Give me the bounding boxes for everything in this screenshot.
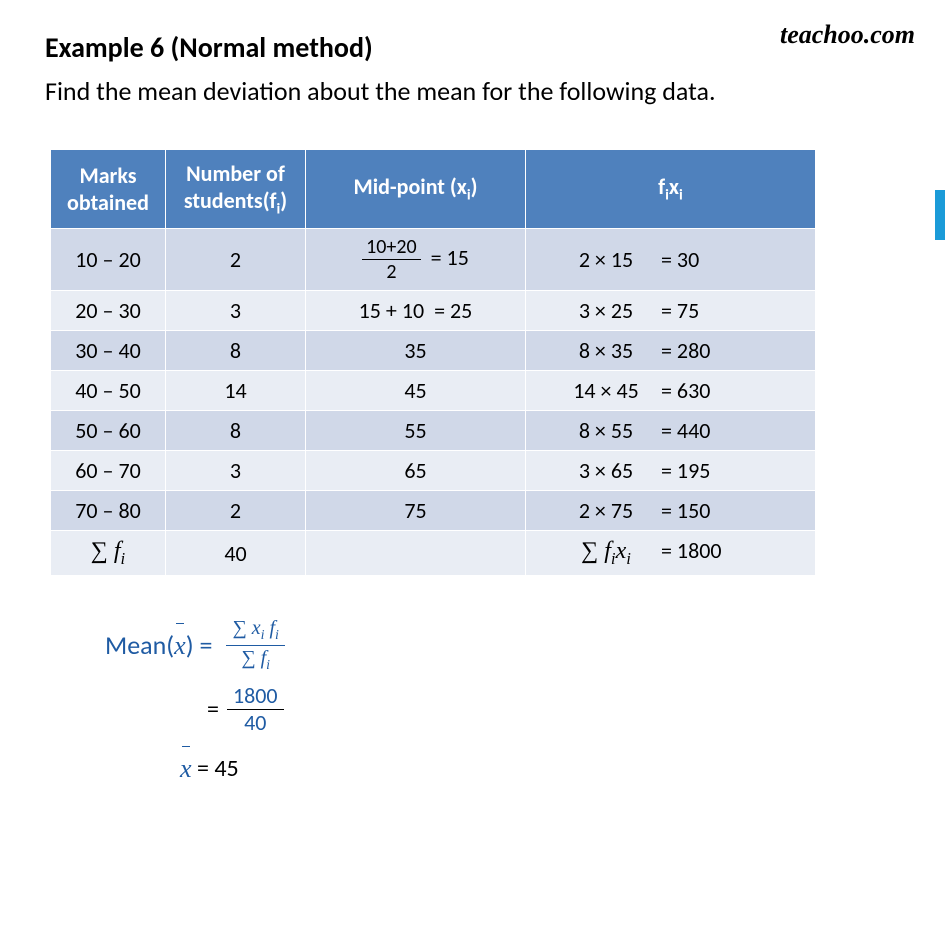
page-content: Example 6 (Normal method) Find the mean … bbox=[0, 0, 945, 794]
table-row: 70 – 80 2 75 2 × 75= 150 bbox=[51, 491, 816, 531]
cell-freq: 8 bbox=[166, 411, 306, 451]
cell-marks: 60 – 70 bbox=[51, 451, 166, 491]
mean-formula-line: Mean(x) = ∑ xi fi ∑ fi bbox=[105, 616, 905, 675]
cell-mid: 15 + 10 = 25 bbox=[306, 291, 526, 331]
mean-substitution-line: = 1800 40 bbox=[207, 683, 905, 737]
cell-mid: 65 bbox=[306, 451, 526, 491]
cell-marks: 30 – 40 bbox=[51, 331, 166, 371]
sub-numerator: 1800 bbox=[227, 683, 284, 710]
cell-mid: 75 bbox=[306, 491, 526, 531]
cell-sum-f-label: ∑ fi bbox=[51, 531, 166, 576]
cell-mid: 45 bbox=[306, 371, 526, 411]
cell-marks: 50 – 60 bbox=[51, 411, 166, 451]
cell-marks: 20 – 30 bbox=[51, 291, 166, 331]
brand-logo: teachoo.com bbox=[780, 20, 915, 50]
cell-marks: 40 – 50 bbox=[51, 371, 166, 411]
cell-sum-fx: ∑ fixi= 1800 bbox=[526, 531, 816, 576]
table-row: 20 – 30 3 15 + 10 = 25 3 × 25= 75 bbox=[51, 291, 816, 331]
question-text: Find the mean deviation about the mean f… bbox=[45, 75, 905, 109]
table-row: 40 – 50 14 45 14 × 45= 630 bbox=[51, 371, 816, 411]
data-table: Marksobtained Number ofstudents(fi) Mid-… bbox=[50, 149, 816, 576]
cell-freq: 8 bbox=[166, 331, 306, 371]
sub-denominator: 40 bbox=[238, 710, 272, 736]
cell-fx: 2 × 15= 30 bbox=[526, 229, 816, 291]
cell-blank bbox=[306, 531, 526, 576]
cell-fx: 3 × 25= 75 bbox=[526, 291, 816, 331]
col-header-marks: Marksobtained bbox=[51, 149, 166, 228]
cell-mid: 55 bbox=[306, 411, 526, 451]
col-header-frequency: Number ofstudents(fi) bbox=[166, 149, 306, 228]
cell-sum-f: 40 bbox=[166, 531, 306, 576]
table-row: 60 – 70 3 65 3 × 65= 195 bbox=[51, 451, 816, 491]
table-totals-row: ∑ fi 40 ∑ fixi= 1800 bbox=[51, 531, 816, 576]
cell-freq: 3 bbox=[166, 291, 306, 331]
table-row: 10 – 20 2 10+202 = 15 2 × 15= 30 bbox=[51, 229, 816, 291]
cell-marks: 10 – 20 bbox=[51, 229, 166, 291]
cell-mid: 10+202 = 15 bbox=[306, 229, 526, 291]
cell-fx: 2 × 75= 150 bbox=[526, 491, 816, 531]
cell-mid: 35 bbox=[306, 331, 526, 371]
table-row: 50 – 60 8 55 8 × 55= 440 bbox=[51, 411, 816, 451]
formula-denominator: ∑ fi bbox=[235, 646, 276, 675]
col-header-midpoint: Mid-point (xi) bbox=[306, 149, 526, 228]
table-header-row: Marksobtained Number ofstudents(fi) Mid-… bbox=[51, 149, 816, 228]
side-accent-bar bbox=[935, 190, 945, 240]
example-heading: Example 6 (Normal method) bbox=[45, 30, 905, 65]
col-header-fx: fixi bbox=[526, 149, 816, 228]
cell-fx: 8 × 35= 280 bbox=[526, 331, 816, 371]
cell-fx: 14 × 45= 630 bbox=[526, 371, 816, 411]
cell-freq: 2 bbox=[166, 229, 306, 291]
cell-marks: 70 – 80 bbox=[51, 491, 166, 531]
cell-freq: 14 bbox=[166, 371, 306, 411]
table-row: 30 – 40 8 35 8 × 35= 280 bbox=[51, 331, 816, 371]
formula-numerator: ∑ xi fi bbox=[226, 616, 284, 646]
cell-fx: 3 × 65= 195 bbox=[526, 451, 816, 491]
cell-freq: 2 bbox=[166, 491, 306, 531]
mean-result-line: x = 45 bbox=[180, 744, 905, 793]
cell-freq: 3 bbox=[166, 451, 306, 491]
calculation-block: Mean(x) = ∑ xi fi ∑ fi = 1800 40 x = 45 bbox=[105, 616, 905, 794]
cell-fx: 8 × 55= 440 bbox=[526, 411, 816, 451]
